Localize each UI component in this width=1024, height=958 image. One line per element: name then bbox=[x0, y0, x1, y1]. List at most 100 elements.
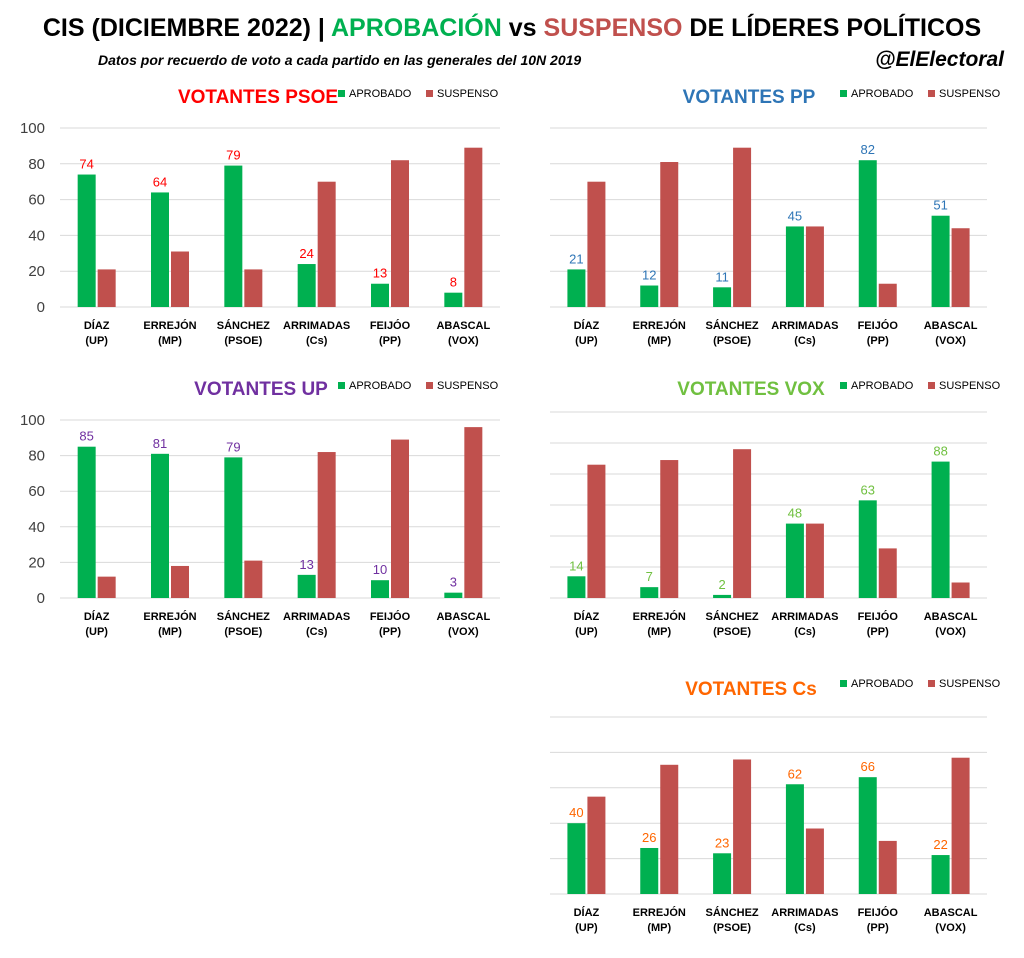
bar-aprobado bbox=[444, 292, 463, 307]
bar-aprobado bbox=[640, 285, 659, 307]
bar-suspenso bbox=[391, 439, 409, 598]
bar-suspenso bbox=[733, 147, 752, 307]
bar-aprobado bbox=[77, 174, 96, 307]
bar-suspenso bbox=[660, 162, 679, 307]
bar-suspenso bbox=[587, 181, 606, 307]
bar-aprobado bbox=[858, 500, 877, 598]
bar-suspenso bbox=[464, 427, 483, 598]
data-label-aprobado: 82 bbox=[861, 142, 875, 157]
y-tick-label: 0 bbox=[37, 590, 45, 607]
x-tick-label: ARRIMADAS bbox=[771, 907, 838, 919]
data-label-aprobado: 8 bbox=[450, 275, 457, 290]
x-tick-label-party: (UP) bbox=[575, 922, 598, 934]
x-tick-label: FEIJÓO bbox=[858, 610, 899, 623]
x-tick-label: SÁNCHEZ bbox=[705, 319, 758, 332]
x-tick-label-party: (PSOE) bbox=[713, 335, 751, 347]
x-tick-label-party: (PSOE) bbox=[224, 626, 262, 638]
title-fail: SUSPENSO bbox=[543, 14, 683, 42]
bar-aprobado bbox=[858, 160, 877, 307]
data-label-aprobado: 66 bbox=[861, 759, 875, 774]
data-label-aprobado: 79 bbox=[226, 439, 240, 454]
bar-suspenso bbox=[878, 548, 897, 598]
legend-label-aprobado: APROBADO bbox=[349, 88, 412, 100]
bar-aprobado bbox=[224, 457, 243, 598]
data-label-aprobado: 7 bbox=[646, 569, 653, 584]
title-prefix: CIS (DICIEMBRE 2022) | bbox=[42, 14, 325, 42]
data-label-aprobado: 81 bbox=[153, 436, 167, 451]
author-handle: @ElElectoral bbox=[874, 48, 1004, 71]
legend-label-suspenso: SUSPENSO bbox=[939, 88, 1001, 100]
title-approve: APROBACIÓN bbox=[330, 14, 502, 42]
bar-aprobado bbox=[785, 226, 804, 307]
data-label-aprobado: 2 bbox=[718, 577, 725, 592]
legend-label-suspenso: SUSPENSO bbox=[437, 380, 499, 392]
legend-swatch-suspenso bbox=[928, 680, 935, 687]
x-tick-label: DÍAZ bbox=[84, 610, 110, 623]
x-tick-label-party: (Cs) bbox=[794, 922, 816, 934]
bar-suspenso bbox=[171, 251, 189, 307]
bar-aprobado bbox=[858, 777, 877, 894]
data-label-aprobado: 79 bbox=[226, 148, 240, 163]
x-tick-label: ERREJÓN bbox=[633, 610, 686, 623]
bar-aprobado bbox=[297, 264, 316, 307]
x-tick-label-party: (Cs) bbox=[794, 335, 816, 347]
x-tick-label: ABASCAL bbox=[436, 320, 490, 332]
bar-suspenso bbox=[660, 764, 679, 894]
data-label-aprobado: 45 bbox=[788, 208, 802, 223]
data-label-aprobado: 13 bbox=[299, 557, 313, 572]
x-tick-label-party: (UP) bbox=[575, 335, 598, 347]
bar-suspenso bbox=[171, 565, 189, 598]
bar-aprobado bbox=[297, 574, 316, 598]
x-tick-label: ARRIMADAS bbox=[771, 320, 838, 332]
data-label-aprobado: 24 bbox=[299, 246, 313, 261]
x-tick-label-party: (PP) bbox=[379, 335, 401, 347]
x-tick-label-party: (PP) bbox=[867, 626, 889, 638]
x-tick-label: DÍAZ bbox=[574, 906, 600, 919]
bar-suspenso bbox=[317, 181, 336, 307]
legend-swatch-suspenso bbox=[928, 382, 935, 389]
x-tick-label-party: (PSOE) bbox=[713, 922, 751, 934]
x-tick-label: ERREJÓN bbox=[633, 319, 686, 332]
data-label-aprobado: 85 bbox=[79, 429, 93, 444]
bar-suspenso bbox=[733, 449, 752, 598]
bar-suspenso bbox=[587, 464, 606, 598]
legend-label-suspenso: SUSPENSO bbox=[939, 678, 1001, 690]
legend-swatch-aprobado bbox=[338, 90, 345, 97]
bar-aprobado bbox=[77, 446, 96, 598]
x-tick-label-party: (UP) bbox=[85, 626, 108, 638]
x-tick-label-party: (PP) bbox=[867, 922, 889, 934]
y-tick-label: 40 bbox=[28, 227, 45, 244]
bar-suspenso bbox=[733, 759, 752, 894]
bar-aprobado bbox=[567, 823, 586, 894]
data-label-aprobado: 23 bbox=[715, 835, 729, 850]
x-tick-label: FEIJÓO bbox=[370, 319, 411, 332]
x-tick-label: ERREJÓN bbox=[143, 319, 196, 332]
x-tick-label: ABASCAL bbox=[924, 611, 978, 623]
x-tick-label: DÍAZ bbox=[574, 610, 600, 623]
bar-aprobado bbox=[567, 269, 586, 307]
title-vs: vs bbox=[508, 14, 537, 42]
x-tick-label: SÁNCHEZ bbox=[217, 610, 270, 623]
y-tick-label: 20 bbox=[28, 554, 45, 571]
bar-suspenso bbox=[805, 828, 824, 894]
x-tick-label-party: (Cs) bbox=[794, 626, 816, 638]
x-tick-label-party: (MP) bbox=[647, 335, 671, 347]
x-tick-label: SÁNCHEZ bbox=[705, 610, 758, 623]
chart-title: VOTANTES UP bbox=[194, 379, 328, 400]
x-tick-label-party: (PSOE) bbox=[713, 626, 751, 638]
x-tick-label-party: (VOX) bbox=[935, 626, 966, 638]
legend-swatch-suspenso bbox=[426, 382, 433, 389]
chart-title: VOTANTES VOX bbox=[677, 379, 825, 400]
y-tick-label: 60 bbox=[28, 483, 45, 500]
bar-suspenso bbox=[587, 796, 606, 894]
x-tick-label-party: (PP) bbox=[867, 335, 889, 347]
chart-title: VOTANTES PP bbox=[683, 87, 816, 108]
bar-aprobado bbox=[444, 592, 463, 598]
data-label-aprobado: 22 bbox=[933, 837, 947, 852]
y-tick-label: 80 bbox=[28, 156, 45, 173]
bar-suspenso bbox=[244, 560, 263, 598]
x-tick-label: SÁNCHEZ bbox=[705, 906, 758, 919]
x-tick-label: DÍAZ bbox=[574, 319, 600, 332]
bar-aprobado bbox=[713, 287, 732, 307]
x-tick-label: FEIJÓO bbox=[858, 906, 899, 919]
